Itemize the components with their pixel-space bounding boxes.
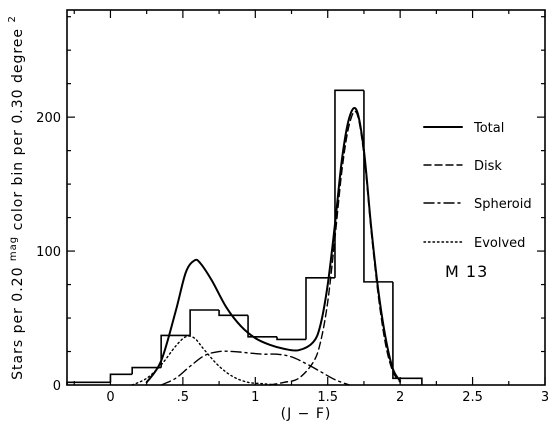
histogram-bin xyxy=(305,277,335,340)
x-tick-label: 1.5 xyxy=(317,390,338,405)
legend-label-total: Total xyxy=(473,121,504,136)
series-total-line xyxy=(145,107,402,384)
x-tick-label: 0 xyxy=(106,390,114,405)
y-tick-label: 100 xyxy=(36,245,61,260)
histogram-bin xyxy=(109,373,133,383)
y-axis-label-sup-2: 2 xyxy=(7,15,18,22)
legend-label-evolved: Evolved xyxy=(474,236,525,251)
series-spheroid-line xyxy=(160,350,351,386)
x-tick-label: 2 xyxy=(396,390,404,405)
histogram-bin xyxy=(247,315,278,338)
axis-ticks: 0 .5 1 1.5 2 2.5 3 0 100 200 xyxy=(36,10,549,405)
y-axis-label-rest: color bin per 0.30 degree xyxy=(10,28,26,230)
x-tick-label: .5 xyxy=(177,390,189,405)
histogram-bin xyxy=(276,336,306,341)
y-tick-label: 200 xyxy=(36,111,61,126)
histogram-bin xyxy=(160,334,191,368)
y-axis-label-sup-mag: mag xyxy=(8,236,19,261)
x-axis-label: (J − F) xyxy=(281,406,332,422)
legend-label-disk: Disk xyxy=(474,159,502,174)
y-axis-label: Stars per 0.20 mag color bin per 0.30 de… xyxy=(4,15,26,380)
histogram-bin xyxy=(218,310,249,317)
x-tick-label: 2.5 xyxy=(462,390,483,405)
x-tick-label: 1 xyxy=(251,390,259,405)
histogram-bin xyxy=(392,281,423,385)
series-evolved-line xyxy=(131,335,278,386)
legend-label-spheroid: Spheroid xyxy=(474,197,532,212)
y-tick-label: 0 xyxy=(53,379,61,394)
cluster-annotation: M 13 xyxy=(445,262,488,281)
model-curves xyxy=(131,107,402,386)
x-tick-label: 3 xyxy=(541,390,549,405)
histogram-bars xyxy=(66,89,423,385)
histogram-bin xyxy=(131,366,162,375)
legend: Total Disk Spheroid Evolved xyxy=(423,121,532,251)
histogram-bin xyxy=(189,309,220,336)
plot-frame xyxy=(66,9,546,386)
y-axis-label-main: Stars per 0.20 xyxy=(10,267,26,380)
series-disk-line xyxy=(269,110,401,386)
